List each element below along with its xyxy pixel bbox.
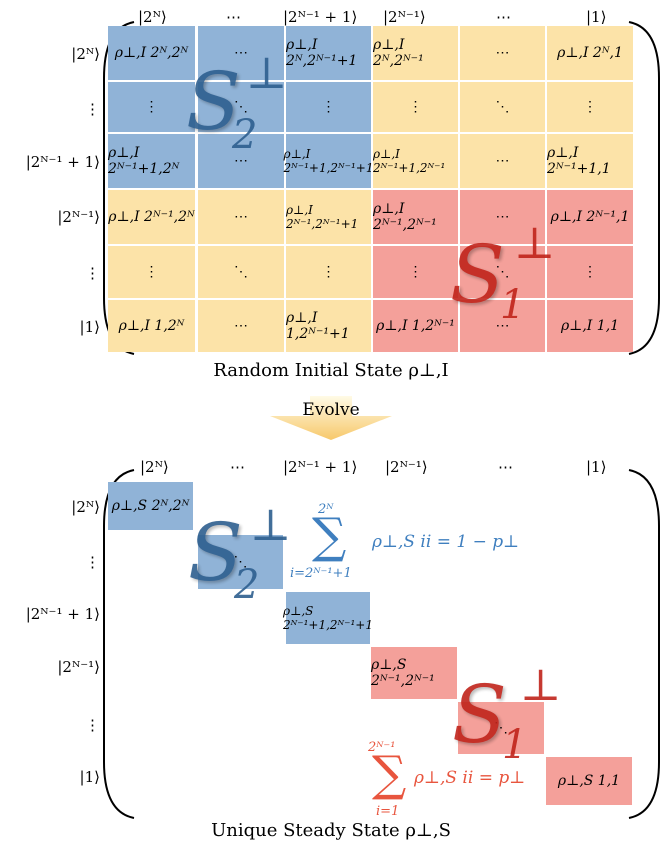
bottom-col-label-1: |1⟩ xyxy=(586,458,607,476)
bottom-row-label-2N1: |2ᴺ⁻¹⟩ xyxy=(57,658,100,676)
top-S1-subscript: 1 xyxy=(500,282,526,328)
top-cell-r4-c0: ⋮ xyxy=(108,246,195,298)
bottom-col-label-2N1plus1: |2ᴺ⁻¹ + 1⟩ xyxy=(283,458,358,476)
sum-blue-lower: i=2ᴺ⁻¹+1 xyxy=(290,566,352,581)
top-row-label-dots-2: ⋮ xyxy=(85,264,100,282)
top-cell-r2-c4: ⋯ xyxy=(460,134,545,188)
top-row-label-2N1plus1: |2ᴺ⁻¹ + 1⟩ xyxy=(25,153,100,171)
top-cell-r0-c0: ρ⊥,I 2ᴺ,2ᴺ xyxy=(108,26,195,80)
top-cell-r5-c4: ⋯ xyxy=(460,300,545,352)
bottom-col-label-2N1: |2ᴺ⁻¹⟩ xyxy=(385,458,428,476)
bottom-diag-cell-dots-1: ⋱ xyxy=(198,535,283,589)
top-cell-r5-c2: ρ⊥,I 1,2ᴺ⁻¹+1 xyxy=(286,300,371,352)
top-cell-r2-c5: ρ⊥,I 2ᴺ⁻¹+1,1 xyxy=(547,134,633,188)
top-cell-r4-c5: ⋮ xyxy=(547,246,633,298)
top-cell-r4-c2: ⋮ xyxy=(286,246,371,298)
top-cell-r1-c1: ⋱ xyxy=(198,82,284,132)
bottom-S2-symbol: S xyxy=(188,506,243,599)
top-cell-r3-c1: ⋯ xyxy=(198,190,284,244)
top-cell-r3-c2: ρ⊥,I 2ᴺ⁻¹,2ᴺ⁻¹+1 xyxy=(286,190,371,244)
top-cell-r3-c5: ρ⊥,I 2ᴺ⁻¹,1 xyxy=(547,190,633,244)
bottom-S2-subscript: 2 xyxy=(234,562,260,608)
top-cell-r1-c2: ⋮ xyxy=(286,82,371,132)
top-col-label-dots-2: ⋯ xyxy=(496,8,511,26)
top-cell-r0-c5: ρ⊥,I 2ᴺ,1 xyxy=(547,26,633,80)
top-S2-perp: ⊥ xyxy=(246,48,288,99)
top-cell-r0-c1: ⋯ xyxy=(198,26,284,80)
top-S2-symbol: S xyxy=(186,55,241,148)
top-col-label-2N1: |2ᴺ⁻¹⟩ xyxy=(383,8,426,26)
top-row-label-2N1: |2ᴺ⁻¹⟩ xyxy=(57,208,100,226)
top-row-label-1: |1⟩ xyxy=(79,318,100,336)
bottom-diag-cell-dots-2: ⋱ xyxy=(458,702,544,754)
top-cell-r3-c0: ρ⊥,I 2ᴺ⁻¹,2ᴺ xyxy=(108,190,195,244)
top-col-label-2N1plus1: |2ᴺ⁻¹ + 1⟩ xyxy=(283,8,358,26)
bottom-diag-cell-1: ρ⊥,S 1,1 xyxy=(546,757,632,805)
sum-red-lower: i=1 xyxy=(376,804,400,819)
top-row-label-dots-1: ⋮ xyxy=(85,100,100,118)
bottom-row-label-2N: |2ᴺ⟩ xyxy=(71,498,100,516)
bottom-col-label-2N: |2ᴺ⟩ xyxy=(140,458,169,476)
bottom-left-bracket xyxy=(103,469,135,819)
top-cell-r2-c3: ρ⊥,I 2ᴺ⁻¹+1,2ᴺ⁻¹ xyxy=(373,134,458,188)
bottom-col-label-dots-1: ⋯ xyxy=(230,458,245,476)
top-cell-r4-c3: ⋮ xyxy=(373,246,458,298)
top-caption: Random Initial State ρ⊥,I xyxy=(213,360,449,381)
top-right-bracket xyxy=(628,21,660,355)
top-S1-perp: ⊥ xyxy=(514,218,556,269)
bottom-row-label-1: |1⟩ xyxy=(79,768,100,786)
top-cell-r0-c3: ρ⊥,I 2ᴺ,2ᴺ⁻¹ xyxy=(373,26,458,80)
top-row-label-2N: |2ᴺ⟩ xyxy=(71,45,100,63)
top-cell-r3-c3: ρ⊥,I 2ᴺ⁻¹,2ᴺ⁻¹ xyxy=(373,190,458,244)
bottom-col-label-dots-2: ⋯ xyxy=(498,458,513,476)
bottom-right-bracket xyxy=(628,469,660,819)
bottom-diag-cell-2N: ρ⊥,S 2ᴺ,2ᴺ xyxy=(108,482,193,530)
top-cell-r5-c1: ⋯ xyxy=(198,300,284,352)
top-S1-symbol: S xyxy=(450,228,505,321)
top-col-label-2N: |2ᴺ⟩ xyxy=(138,8,167,26)
bottom-row-label-2N1plus1: |2ᴺ⁻¹ + 1⟩ xyxy=(25,605,100,623)
evolve-arrow xyxy=(270,396,392,440)
bottom-diag-cell-2N1plus1: ρ⊥,S 2ᴺ⁻¹+1,2ᴺ⁻¹+1 xyxy=(283,592,373,644)
bottom-row-label-dots-2: ⋮ xyxy=(85,716,100,734)
bottom-S1-perp: ⊥ xyxy=(520,660,562,711)
top-cell-r1-c3: ⋮ xyxy=(373,82,458,132)
top-S2-subscript: 2 xyxy=(232,112,258,158)
top-cell-r1-c0: ⋮ xyxy=(108,82,195,132)
top-col-label-1: |1⟩ xyxy=(586,8,607,26)
top-cell-r5-c3: ρ⊥,I 1,2ᴺ⁻¹ xyxy=(373,300,458,352)
bottom-S1-symbol: S xyxy=(452,668,507,761)
top-cell-r5-c0: ρ⊥,I 1,2ᴺ xyxy=(108,300,195,352)
top-col-label-dots-1: ⋯ xyxy=(226,8,241,26)
bottom-diag-cell-2N1: ρ⊥,S 2ᴺ⁻¹,2ᴺ⁻¹ xyxy=(371,647,457,699)
top-cell-r2-c0: ρ⊥,I 2ᴺ⁻¹+1,2ᴺ xyxy=(108,134,195,188)
bottom-row-label-dots-1: ⋮ xyxy=(85,553,100,571)
top-cell-r4-c4: ⋱ xyxy=(460,246,545,298)
top-cell-r5-c5: ρ⊥,I 1,1 xyxy=(547,300,633,352)
top-cell-r0-c2: ρ⊥,I 2ᴺ,2ᴺ⁻¹+1 xyxy=(286,26,371,80)
bottom-S2-perp: ⊥ xyxy=(250,500,292,551)
top-cell-r2-c2: ρ⊥,I 2ᴺ⁻¹+1,2ᴺ⁻¹+1 xyxy=(284,134,374,188)
top-cell-r1-c4: ⋱ xyxy=(460,82,545,132)
sum-blue-expr: ρ⊥,S ii = 1 − p⊥ xyxy=(372,532,520,552)
top-cell-r2-c1: ⋯ xyxy=(198,134,284,188)
top-cell-r1-c5: ⋮ xyxy=(547,82,633,132)
evolve-label: Evolve xyxy=(302,400,360,420)
sum-red-upper: 2ᴺ⁻¹ xyxy=(368,740,396,755)
top-cell-r3-c4: ⋯ xyxy=(460,190,545,244)
bottom-S1-subscript: 1 xyxy=(502,722,528,768)
sum-blue-upper: 2ᴺ xyxy=(318,502,334,517)
bottom-caption: Unique Steady State ρ⊥,S xyxy=(211,820,451,841)
top-cell-r4-c1: ⋱ xyxy=(198,246,284,298)
sum-blue-sigma: ∑ xyxy=(312,508,347,564)
sum-red-sigma: ∑ xyxy=(372,746,407,802)
sum-red-expr: ρ⊥,S ii = p⊥ xyxy=(414,768,526,788)
top-cell-r0-c4: ⋯ xyxy=(460,26,545,80)
